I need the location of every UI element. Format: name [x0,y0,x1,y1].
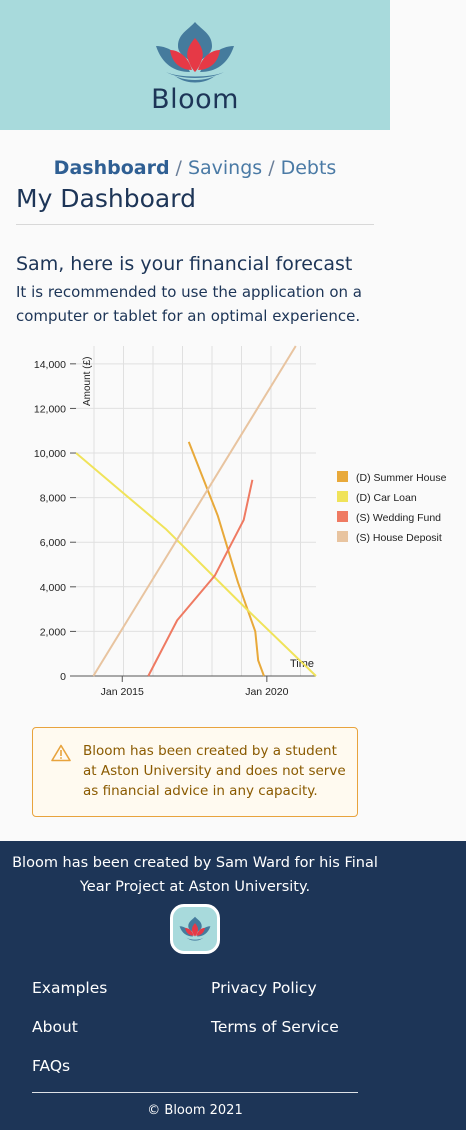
legend-swatch [337,491,348,502]
footer: Bloom has been created by Sam Ward for h… [0,841,466,1130]
legend-swatch [337,471,348,482]
y-tick-label: 8,000 [40,493,66,505]
legend-swatch [337,531,348,542]
legend-label: (S) House Deposit [356,532,442,544]
y-tick-label: 2,000 [40,626,66,638]
header: Bloom [0,0,390,130]
footer-link-privacy-policy[interactable]: Privacy Policy [211,979,317,997]
device-recommendation: It is recommended to use the application… [16,283,362,325]
series-line-3 [92,345,297,677]
breadcrumb-separator: / [175,157,182,179]
legend-swatch [337,511,348,522]
y-tick-label: 12,000 [34,403,66,415]
breadcrumb-separator: / [268,157,275,179]
series-line-2 [147,479,254,677]
y-tick-label: 10,000 [34,448,66,460]
forecast-chart: 0 2,000 4,000 6,000 8,000 10,000 12,000 14,000 J… [0,340,466,710]
x-tick-label: Jan 2015 [101,686,144,698]
title-divider [16,224,374,225]
page-title: My Dashboard [16,184,196,213]
bloom-logo[interactable] [150,20,240,115]
footer-link-about[interactable]: About [32,1018,78,1036]
x-tick-label: Jan 2020 [245,686,288,698]
disclaimer-alert: Bloom has been created by a student at A… [32,727,358,817]
y-tick-label: 14,000 [34,359,66,371]
legend-label: (S) Wedding Fund [356,512,441,524]
series-line-1 [75,452,317,677]
footer-link-terms-of-service[interactable]: Terms of Service [211,1018,339,1036]
x-axis-title: Time [290,658,314,670]
breadcrumb: Dashboard / Savings / Debts [0,157,390,179]
breadcrumb-debts[interactable]: Debts [280,157,337,179]
lotus-icon [156,22,234,83]
y-tick-label: 4,000 [40,582,66,594]
disclaimer-text: Bloom has been created by a student at A… [83,743,346,799]
warning-triangle-icon [51,744,71,762]
copyright: © Bloom 2021 [147,1103,243,1118]
footer-about-text: Bloom has been created by Sam Ward for h… [12,855,378,895]
footer-link-examples[interactable]: Examples [32,979,108,997]
y-tick-label: 6,000 [40,537,66,549]
footer-logo[interactable] [170,904,220,954]
lotus-icon [179,916,211,941]
brand-name: Bloom [151,84,239,115]
breadcrumb-dashboard[interactable]: Dashboard [53,157,170,179]
y-tick-label: 0 [60,671,66,683]
legend-label: (D) Car Loan [356,492,417,504]
series-line-0 [187,441,265,677]
footer-link-faqs[interactable]: FAQs [32,1057,71,1075]
y-axis-title: Amount (£) [82,357,93,406]
legend-label: (D) Summer House [356,472,447,484]
forecast-greeting: Sam, here is your financial forecast [16,253,353,275]
breadcrumb-savings[interactable]: Savings [187,157,263,179]
footer-divider [32,1092,358,1093]
forecast-chart-svg: 0 2,000 4,000 6,000 8,000 10,000 12,000 14,000 J… [34,345,447,698]
